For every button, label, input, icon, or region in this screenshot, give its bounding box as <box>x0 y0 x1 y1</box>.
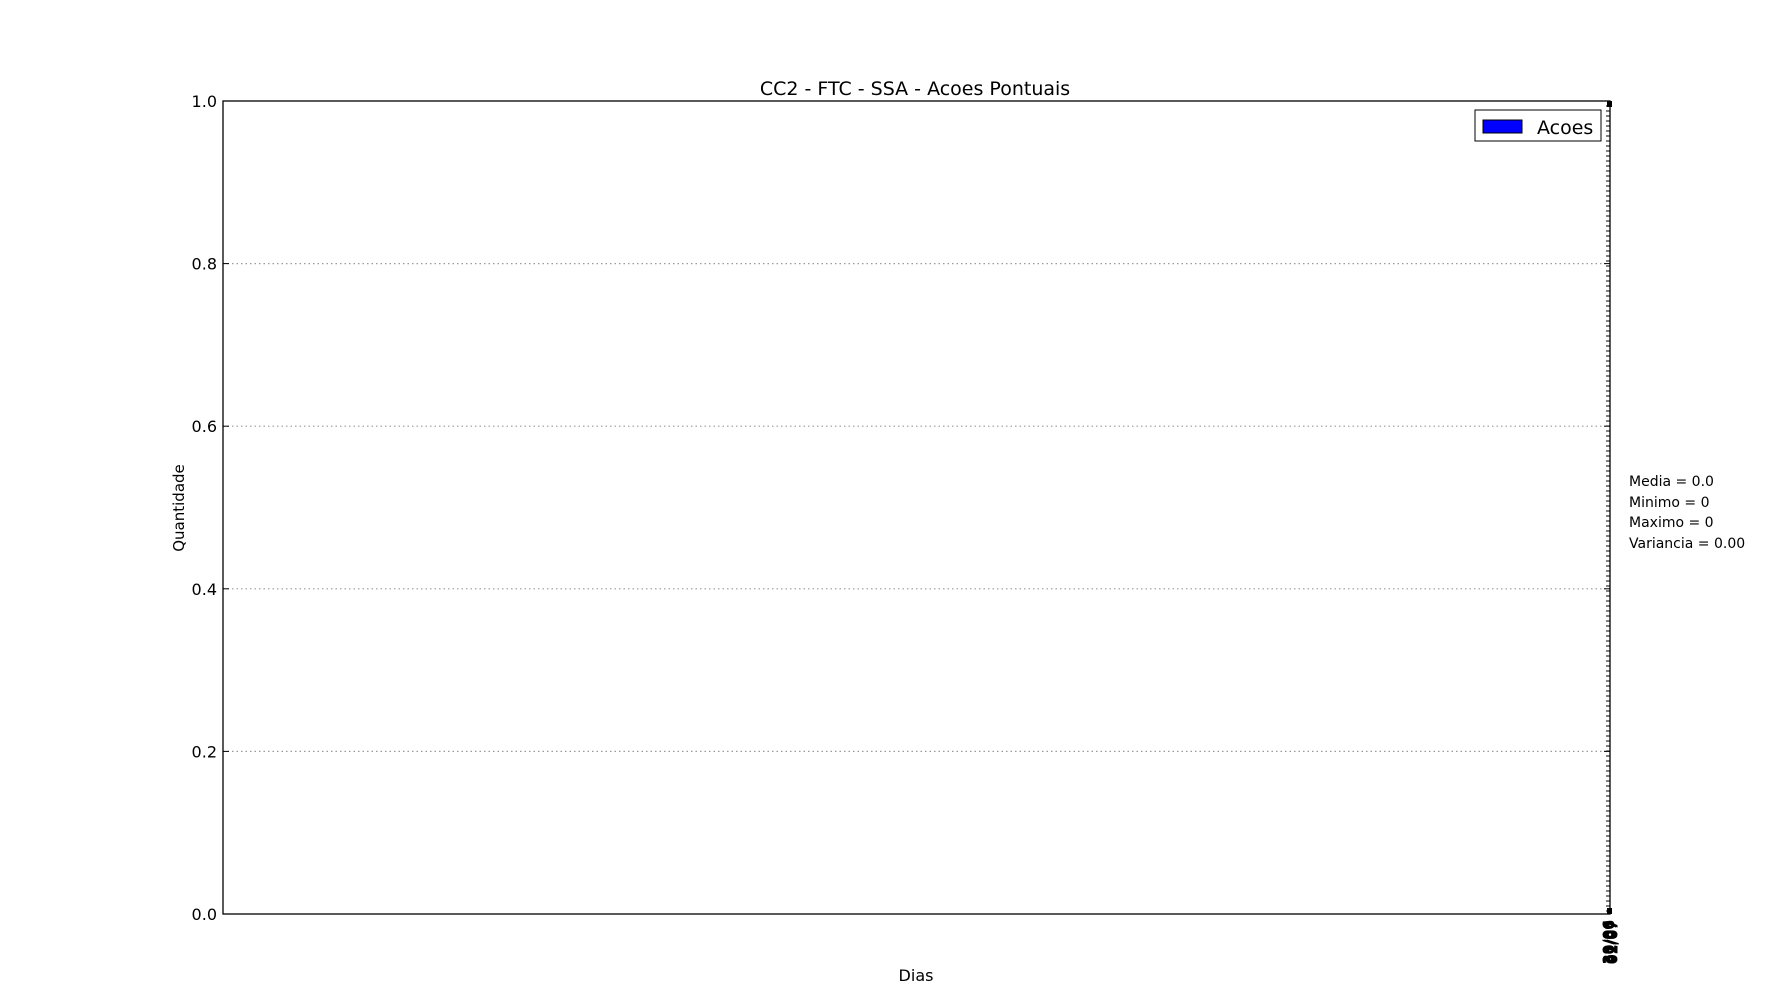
x-tick-label: 30/06 <box>1602 920 1618 964</box>
chart-title: CC2 - FTC - SSA - Acoes Pontuais <box>760 78 1070 100</box>
stats-box: Media = 0.0 Minimo = 0 Maximo = 0 Varian… <box>1629 474 1745 552</box>
stat-variancia: Variancia = 0.00 <box>1629 536 1745 552</box>
x-tick-label: 02/07 <box>1605 920 1621 964</box>
y-axis-label: Quantidade <box>170 464 188 552</box>
x-tick-label: 29/06 <box>1601 920 1617 964</box>
legend-swatch <box>1482 119 1523 134</box>
y-tick-label: 0.6 <box>192 417 217 436</box>
y-tick-label: 0.4 <box>192 580 217 599</box>
legend-label: Acoes <box>1537 117 1593 139</box>
x-axis-ticks <box>1606 100 1610 912</box>
y-tick-label: 0.0 <box>192 905 217 924</box>
y-axis: 0.0 0.2 0.4 0.6 0.8 1.0 <box>192 92 1610 924</box>
x-axis-label: Dias <box>899 966 934 985</box>
y-gridlines <box>223 263 1610 753</box>
y-tick-label: 0.2 <box>192 742 217 761</box>
y-tick-label: 0.8 <box>192 255 217 274</box>
x-tick-label: 01/07 <box>1604 920 1620 964</box>
stat-media: Media = 0.0 <box>1629 474 1714 490</box>
legend: Acoes <box>1474 109 1602 142</box>
stat-minimo: Minimo = 0 <box>1629 495 1709 511</box>
stat-maximo: Maximo = 0 <box>1629 515 1714 531</box>
plot-frame <box>222 100 1611 915</box>
y-tick-label: 1.0 <box>192 92 217 111</box>
